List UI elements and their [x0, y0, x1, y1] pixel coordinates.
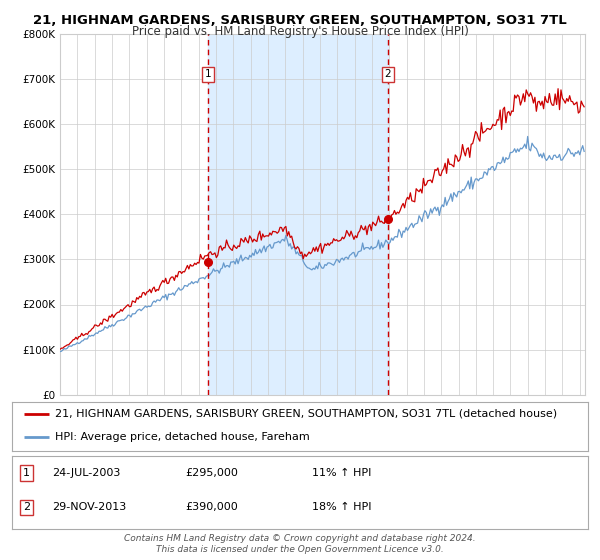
Text: 21, HIGHNAM GARDENS, SARISBURY GREEN, SOUTHAMPTON, SO31 7TL: 21, HIGHNAM GARDENS, SARISBURY GREEN, SO… [33, 14, 567, 27]
Text: 18% ↑ HPI: 18% ↑ HPI [311, 502, 371, 512]
Text: Contains HM Land Registry data © Crown copyright and database right 2024.: Contains HM Land Registry data © Crown c… [124, 534, 476, 543]
Bar [208, 34, 388, 395]
Text: 1: 1 [23, 468, 30, 478]
Text: 29-NOV-2013: 29-NOV-2013 [52, 502, 127, 512]
Text: 24-JUL-2003: 24-JUL-2003 [52, 468, 121, 478]
Text: 21, HIGHNAM GARDENS, SARISBURY GREEN, SOUTHAMPTON, SO31 7TL (detached house): 21, HIGHNAM GARDENS, SARISBURY GREEN, SO… [55, 409, 557, 419]
Text: 2: 2 [23, 502, 30, 512]
Text: HPI: Average price, detached house, Fareham: HPI: Average price, detached house, Fare… [55, 432, 310, 442]
Text: £295,000: £295,000 [185, 468, 238, 478]
Text: This data is licensed under the Open Government Licence v3.0.: This data is licensed under the Open Gov… [156, 545, 444, 554]
Text: Price paid vs. HM Land Registry's House Price Index (HPI): Price paid vs. HM Land Registry's House … [131, 25, 469, 38]
Text: 1: 1 [205, 69, 212, 79]
Text: 2: 2 [385, 69, 391, 79]
Text: 11% ↑ HPI: 11% ↑ HPI [311, 468, 371, 478]
Text: £390,000: £390,000 [185, 502, 238, 512]
